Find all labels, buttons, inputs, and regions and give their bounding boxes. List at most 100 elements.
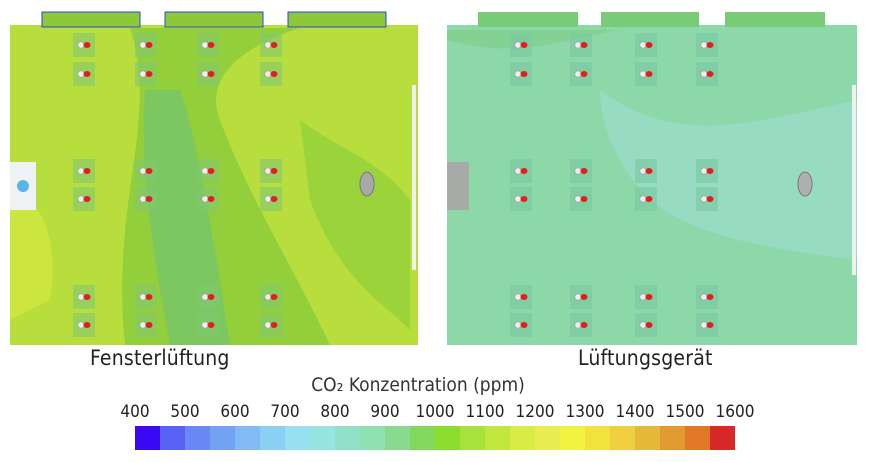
person-marker xyxy=(260,33,282,57)
colorbar-swatch xyxy=(710,426,735,450)
person-marker xyxy=(635,33,657,57)
simulation-views xyxy=(10,11,857,345)
person-marker xyxy=(696,33,718,57)
colorbar-swatch xyxy=(635,426,660,450)
colorbar-swatch xyxy=(560,426,585,450)
person-marker xyxy=(570,285,592,309)
person-marker xyxy=(73,159,95,183)
person-marker xyxy=(696,62,718,86)
colorbar-swatch xyxy=(260,426,285,450)
person-marker xyxy=(635,62,657,86)
colorbar-swatch xyxy=(610,426,635,450)
person-marker xyxy=(260,285,282,309)
person-marker xyxy=(73,33,95,57)
co2-contour xyxy=(300,120,410,330)
colorbar-swatch xyxy=(685,426,710,450)
colorbar-swatch xyxy=(285,426,310,450)
colorbar-swatch xyxy=(460,426,485,450)
person-marker xyxy=(260,313,282,337)
person-marker xyxy=(510,33,532,57)
person-marker xyxy=(510,159,532,183)
window xyxy=(478,12,578,27)
window xyxy=(41,11,141,28)
person-marker xyxy=(73,187,95,211)
window xyxy=(287,11,387,28)
person-marker xyxy=(135,159,157,183)
inlet-icon xyxy=(17,180,29,192)
co2-contour xyxy=(143,90,230,345)
colorbar-swatch xyxy=(210,426,235,450)
person-marker xyxy=(73,313,95,337)
person-marker xyxy=(696,313,718,337)
person-marker xyxy=(570,62,592,86)
colorbar-tick-label: 1100 xyxy=(465,402,505,422)
colorbar-swatch xyxy=(335,426,360,450)
co2-contour xyxy=(600,90,857,260)
colorbar-swatch xyxy=(360,426,385,450)
colorbar-tick-label: 1000 xyxy=(415,402,455,422)
lamp-icon xyxy=(797,171,813,197)
colorbar-tick-label: 1400 xyxy=(615,402,655,422)
person-marker xyxy=(570,187,592,211)
person-marker xyxy=(135,285,157,309)
window xyxy=(164,11,264,28)
co2-contour xyxy=(10,198,53,320)
person-marker xyxy=(635,313,657,337)
colorbar-tick-label: 1500 xyxy=(665,402,705,422)
person-marker xyxy=(510,187,532,211)
person-marker xyxy=(135,62,157,86)
door xyxy=(447,162,469,210)
person-marker xyxy=(197,313,219,337)
lamp-icon xyxy=(359,171,375,197)
colorbar-tick-label: 800 xyxy=(320,402,350,422)
colorbar-title: CO₂ Konzentration (ppm) xyxy=(311,374,525,396)
colorbar-swatch xyxy=(135,426,160,450)
colorbar-swatch xyxy=(585,426,610,450)
colorbar-swatch xyxy=(510,426,535,450)
window xyxy=(601,12,699,27)
person-marker xyxy=(197,33,219,57)
person-marker xyxy=(260,187,282,211)
colorbar-swatch xyxy=(235,426,260,450)
person-marker xyxy=(696,285,718,309)
colorbar xyxy=(135,426,735,450)
colorbar-swatch xyxy=(435,426,460,450)
person-marker xyxy=(197,187,219,211)
colorbar-tick-label: 1300 xyxy=(565,402,605,422)
person-marker xyxy=(635,187,657,211)
person-marker xyxy=(73,285,95,309)
person-marker xyxy=(570,159,592,183)
person-marker xyxy=(570,313,592,337)
wall-board xyxy=(852,85,856,275)
person-marker xyxy=(197,285,219,309)
colorbar-swatch xyxy=(485,426,510,450)
colorbar-tick-label: 500 xyxy=(170,402,200,422)
person-marker xyxy=(696,187,718,211)
colorbar-tick-label: 700 xyxy=(270,402,300,422)
person-marker xyxy=(570,33,592,57)
colorbar-swatch xyxy=(310,426,335,450)
panel-label-lueftungsgeraet: Lüftungsgerät xyxy=(578,346,713,370)
colorbar-swatch xyxy=(160,426,185,450)
person-marker xyxy=(135,187,157,211)
window xyxy=(725,12,825,27)
colorbar-swatch xyxy=(410,426,435,450)
colorbar-swatch xyxy=(385,426,410,450)
panel-label-fensterlueftung: Fensterlüftung xyxy=(90,346,230,370)
person-marker xyxy=(135,313,157,337)
person-marker xyxy=(135,33,157,57)
wall-board xyxy=(412,85,416,270)
colorbar-swatch xyxy=(660,426,685,450)
person-marker xyxy=(510,62,532,86)
person-marker xyxy=(510,313,532,337)
colorbar-tick-label: 400 xyxy=(120,402,150,422)
colorbar-swatch xyxy=(185,426,210,450)
person-marker xyxy=(260,159,282,183)
person-marker xyxy=(260,62,282,86)
person-marker xyxy=(635,159,657,183)
colorbar-tick-label: 1200 xyxy=(515,402,555,422)
person-marker xyxy=(197,62,219,86)
colorbar-tick-label: 900 xyxy=(370,402,400,422)
person-marker xyxy=(197,159,219,183)
colorbar-swatch xyxy=(535,426,560,450)
